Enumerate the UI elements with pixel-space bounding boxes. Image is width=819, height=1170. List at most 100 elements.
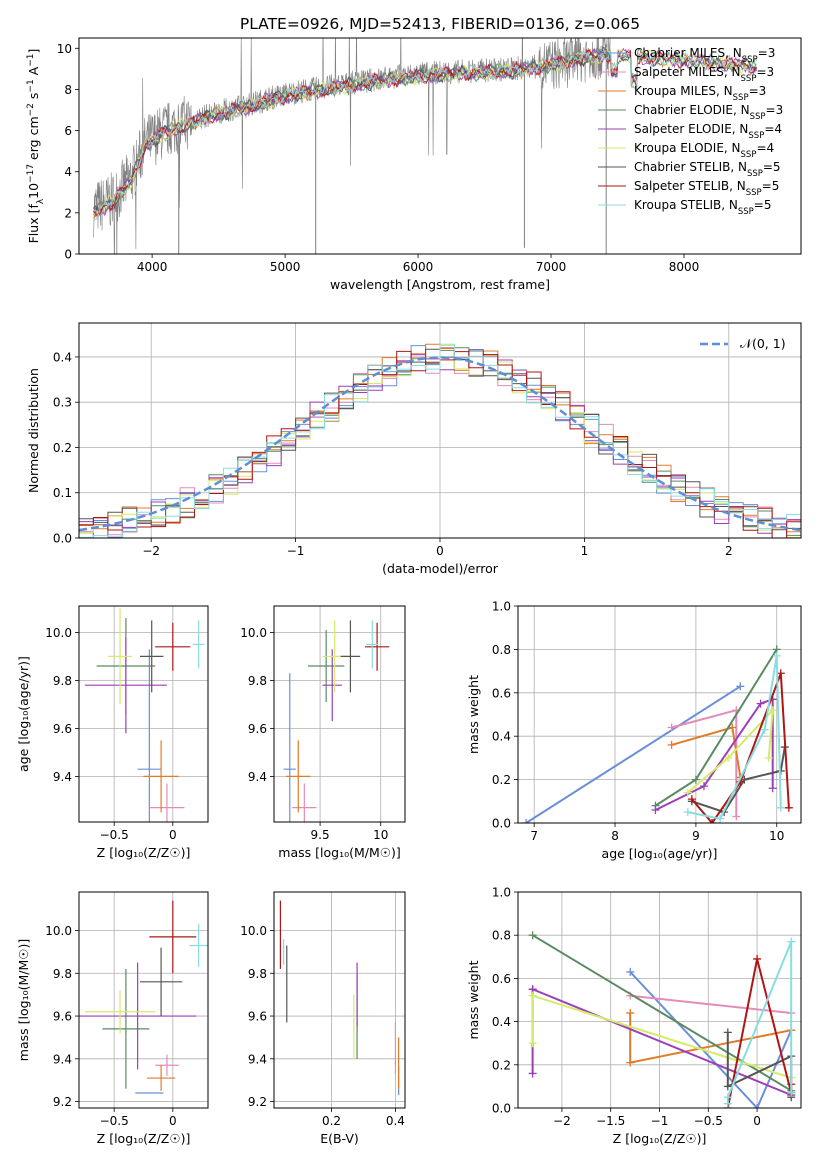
weight-marker [760, 725, 769, 734]
y-tick-label: 9.6 [248, 1010, 267, 1024]
model-spectrum-kroupa-stelib [93, 50, 758, 222]
weight-marker [716, 814, 725, 823]
mass-vs-metallicity-panel: −0.5 0 9.2 9.4 9.6 9.8 10.0 Z [log₁₀(Z/Z☉)] mass… [16, 891, 209, 1146]
weight-marker [699, 782, 708, 791]
tick-marks: −0.5 0 9.2 9.4 9.6 9.8 10.0 [45, 924, 176, 1128]
legend-subscript: SSP [742, 55, 758, 65]
legend-text: Chabrier ELODIE, N [634, 103, 750, 117]
y-axis-label: Flux [fλ10−17 erg cm−2 s−1 A−1] [26, 49, 46, 244]
weight-marker [528, 1039, 537, 1048]
x-tick-label: 9.5 [311, 828, 330, 842]
legend-value: =3 [766, 103, 784, 117]
legend-label: Chabrier STELIB, NSSP=5 [634, 160, 781, 179]
weight-marker [768, 706, 777, 715]
weight-marker [776, 803, 785, 812]
y-tick-label: 0.0 [492, 1102, 511, 1116]
x-axis-label: wavelength [Angstrom, rest frame] [330, 277, 550, 292]
x-tick-label: 0.4 [386, 1114, 405, 1128]
y-axis-label-part: Flux [f [26, 204, 41, 244]
mass-vs-ebv-panel: 0.2 0.4 9.2 9.4 9.6 9.8 10.0 E(B-V) [240, 891, 406, 1146]
histogram-kroupa-stelib [79, 343, 801, 538]
legend-text: Chabrier STELIB, N [634, 160, 747, 174]
plot-area [93, 38, 758, 254]
weight-line-kroupa-miles [629, 1013, 792, 1064]
axes-frame [273, 605, 406, 823]
y-axis-label: mass [log₁₀(M/M☉)] [16, 939, 31, 1061]
weight-marker [772, 651, 781, 660]
legend-text: Salpeter ELODIE, N [634, 122, 748, 136]
weight-marker [764, 753, 773, 762]
errorbar-point [364, 622, 390, 671]
legend-label: Salpeter STELIB, NSSP=5 [634, 179, 779, 198]
y-tick-label: 0 [64, 248, 72, 262]
y-tick-label: 0.6 [492, 972, 511, 986]
y-tick-label: 9.6 [53, 722, 72, 736]
legend-subscript: SSP [748, 131, 764, 141]
y-axis-label-part: −1 [26, 54, 36, 67]
legend-subscript: SSP [741, 74, 757, 84]
y-tick-label: 9.8 [248, 967, 267, 981]
x-tick-label: −1 [651, 1114, 669, 1128]
weight-line-chabrier-miles [525, 685, 741, 823]
weight-marker [626, 967, 635, 976]
errorbar-point [192, 620, 205, 669]
errorbar-point [307, 630, 345, 702]
axes-frame [78, 37, 802, 255]
y-tick-label: 9.2 [248, 1095, 267, 1109]
y-tick-label: 1.0 [492, 886, 511, 900]
weight-vs-metallicity-panel: −2 −1.5 −1 −0.5 0 0.0 0.2 0.4 0.6 0.8 1.0 Z [log₁₀(… [466, 886, 802, 1146]
weight-marker [651, 805, 660, 814]
axes-frame [78, 891, 209, 1109]
legend-value: =4 [756, 141, 774, 155]
y-tick-label: 0.0 [53, 532, 72, 546]
errorbar-point [283, 673, 296, 822]
y-tick-label: 0.4 [492, 730, 511, 744]
legend-label: Kroupa ELODIE, NSSP=4 [634, 141, 774, 160]
model-spectrum-chabrier-elodie [93, 47, 757, 216]
weight-marker [768, 784, 777, 793]
errorbar-point [286, 740, 311, 813]
weight-marker [784, 803, 793, 812]
legend-label: Salpeter MILES, NSSP=3 [634, 65, 774, 84]
x-axis-label: Z [log₁₀(Z/Z☉)] [97, 845, 191, 860]
y-axis-label-part: erg cm [26, 116, 41, 164]
normal-reference-curve [79, 356, 801, 532]
y-tick-label: 6 [64, 124, 72, 138]
y-tick-label: 9.8 [53, 674, 72, 688]
y-tick-label: 0.8 [492, 643, 511, 657]
legend-subscript: SSP [733, 93, 749, 103]
legend-text: Kroupa ELODIE, N [634, 141, 741, 155]
x-axis-label: Z [log₁₀(Z/Z☉)] [613, 1131, 707, 1146]
weight-vs-age-panel: 7 8 9 10 0.0 0.2 0.4 0.6 0.8 1.0 age [log₁₀(age/yr… [466, 600, 802, 861]
legend-value: =3 [749, 84, 767, 98]
legend-subscript: SSP [746, 188, 762, 198]
y-tick-label: 9.4 [53, 770, 72, 784]
legend-text: Salpeter MILES, N [634, 65, 741, 79]
plot-area [522, 645, 793, 823]
x-axis-label: E(B-V) [320, 1131, 359, 1146]
axes-frame [78, 322, 802, 539]
y-tick-label: 9.8 [53, 967, 72, 981]
errorbar-point [143, 740, 179, 813]
y-axis-label: age [log₁₀(age/yr)] [16, 656, 31, 772]
errorbar-point [139, 947, 183, 1017]
weight-marker [687, 795, 696, 804]
x-tick-label: 6000 [403, 260, 434, 274]
x-tick-label: 0 [169, 1114, 177, 1128]
x-tick-label: 1 [581, 544, 589, 558]
y-tick-label: 0.2 [492, 1058, 511, 1072]
legend-value: =3 [758, 46, 776, 60]
y-tick-label: 0.2 [492, 773, 511, 787]
weight-line-kroupa-elodie [687, 707, 774, 794]
weight-marker [667, 740, 676, 749]
y-axis-label-part: −2 [26, 103, 36, 116]
weight-marker [732, 812, 741, 821]
y-tick-label: 0.2 [53, 441, 72, 455]
x-tick-label: −1 [287, 544, 305, 558]
x-tick-label: 10 [373, 828, 388, 842]
grid-lines [274, 892, 405, 1108]
weight-marker [528, 1069, 537, 1078]
legend-text: Salpeter STELIB, N [634, 179, 746, 193]
